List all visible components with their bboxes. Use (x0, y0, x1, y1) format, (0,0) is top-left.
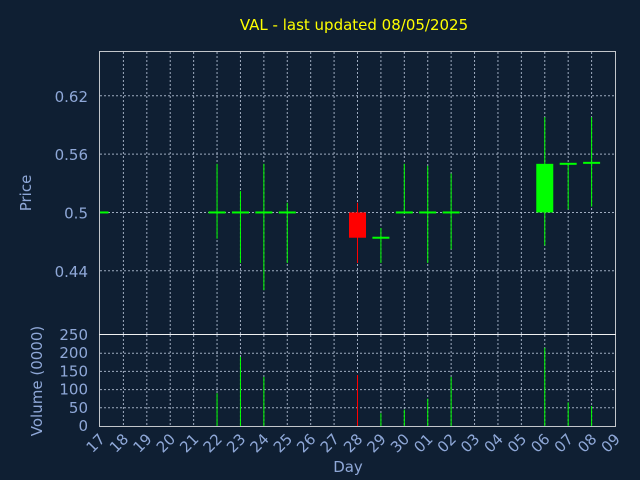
price-tick-label: 0.44 (55, 263, 88, 281)
volume-tick-label: 250 (59, 326, 88, 344)
candle-body (278, 211, 296, 214)
candle-body (419, 211, 437, 214)
volume-axis-label: Volume (0000) (28, 326, 46, 436)
price-axis-label: Price (17, 175, 35, 212)
candle-body (559, 162, 577, 165)
price-tick-label: 0.62 (55, 88, 88, 106)
x-ticks: 1718192021222324252627282930010203040506… (83, 430, 624, 456)
volume-tick-label: 50 (69, 399, 88, 417)
candle-body (583, 161, 601, 164)
volume-bars (216, 347, 593, 426)
price-tick-label: 0.56 (55, 146, 88, 164)
candles (100, 117, 601, 291)
volume-tick-label: 100 (59, 381, 88, 399)
volume-tick-label: 0 (78, 417, 88, 435)
candle-body (372, 236, 390, 239)
volume-tick-label: 150 (59, 362, 88, 380)
candle-body (442, 211, 460, 214)
price-y-ticks: 0.44 0.5 0.56 0.62 (55, 88, 88, 281)
candle-body (349, 212, 366, 238)
volume-tick-label: 200 (59, 344, 88, 362)
candle-body (100, 211, 109, 214)
candle-body (255, 211, 273, 214)
x-axis-label: Day (333, 458, 363, 476)
candle-body (395, 211, 413, 214)
volume-panel-frame (99, 334, 616, 427)
candle-body (231, 211, 249, 214)
candle-body (536, 163, 554, 213)
price-tick-label: 0.5 (64, 204, 88, 222)
candle-body (208, 211, 226, 214)
chart-title: VAL - last updated 08/05/2025 (240, 16, 468, 34)
